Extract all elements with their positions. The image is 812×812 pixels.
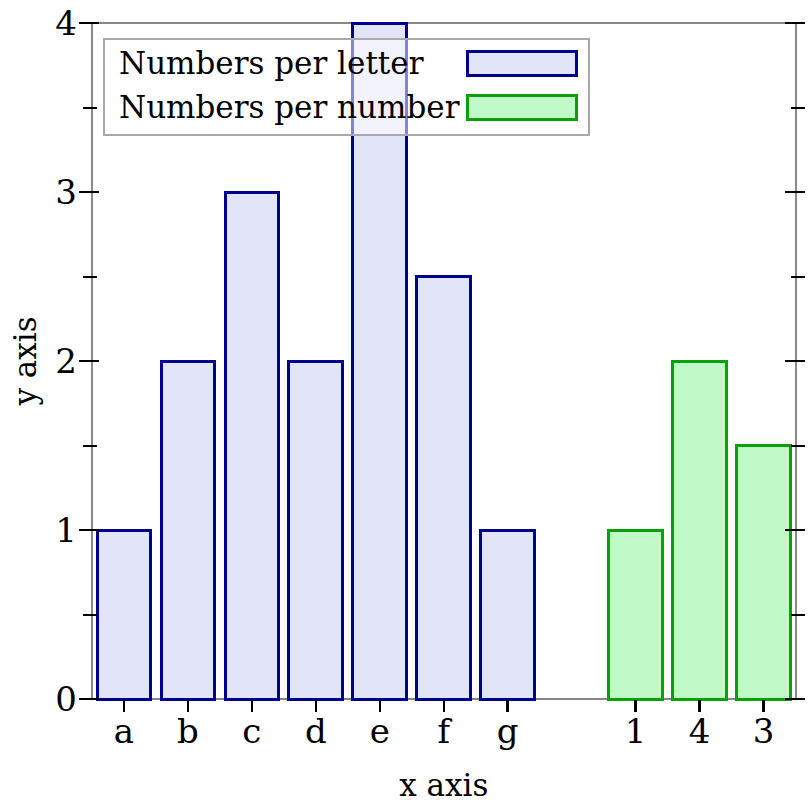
x-axis-tick	[698, 700, 701, 712]
legend-item: Numbers per letter	[119, 48, 578, 79]
y-axis-minor-tick-right	[791, 614, 805, 616]
y-tick-label: 3	[0, 174, 77, 210]
plot-frame-top	[91, 22, 797, 24]
x-axis-tick	[634, 700, 637, 712]
bar-d	[287, 360, 344, 701]
y-axis-major-tick	[79, 360, 99, 363]
y-axis-minor-tick	[83, 614, 97, 616]
y-axis-major-tick-right	[785, 698, 805, 701]
bar-b	[160, 360, 217, 701]
y-axis-minor-tick	[83, 445, 97, 447]
x-tick-label: 1	[625, 713, 647, 749]
x-tick-label: c	[242, 713, 261, 749]
x-axis-tick	[506, 700, 509, 712]
bar-4	[671, 360, 728, 701]
y-axis-major-tick-right	[785, 360, 805, 363]
x-axis-tick	[762, 700, 765, 712]
x-axis-tick	[315, 700, 318, 712]
legend-item-swatch	[466, 50, 578, 77]
y-axis-major-tick	[79, 529, 99, 532]
y-tick-label: 1	[0, 512, 77, 548]
y-axis-major-tick-right	[785, 22, 805, 25]
x-axis-title: x axis	[399, 767, 488, 803]
x-axis-tick	[187, 700, 190, 712]
y-axis-minor-tick	[83, 107, 97, 109]
legend-item-label: Numbers per letter	[119, 48, 423, 79]
bar-g	[479, 529, 536, 701]
y-axis-major-tick	[79, 22, 99, 25]
y-axis-major-tick-right	[785, 529, 805, 532]
x-tick-label: d	[305, 713, 327, 749]
x-tick-label: a	[114, 713, 134, 749]
bar-c	[224, 191, 281, 701]
bar-f	[415, 275, 472, 701]
x-tick-label: e	[370, 713, 390, 749]
x-tick-label: f	[437, 713, 450, 749]
y-axis-minor-tick-right	[791, 107, 805, 109]
y-axis-major-tick	[79, 698, 99, 701]
x-axis-tick	[443, 700, 446, 712]
y-axis-minor-tick-right	[791, 445, 805, 447]
x-tick-label: g	[497, 713, 519, 749]
y-axis-minor-tick	[83, 276, 97, 278]
legend: Numbers per letter Numbers per number	[103, 38, 590, 136]
legend-item: Numbers per number	[119, 92, 578, 123]
x-axis-tick	[123, 700, 126, 712]
bar-a	[96, 529, 153, 701]
legend-item-label: Numbers per number	[119, 92, 459, 123]
x-axis-tick	[251, 700, 254, 712]
y-axis-major-tick	[79, 191, 99, 194]
bar-chart-figure: 01234abcdefg143 Numbers per letterNumber…	[0, 0, 812, 812]
legend-item-swatch	[466, 94, 578, 121]
x-axis-tick	[379, 700, 382, 712]
y-axis-minor-tick-right	[791, 276, 805, 278]
y-axis-title: y axis	[7, 316, 43, 405]
x-tick-label: b	[177, 713, 199, 749]
x-tick-label: 4	[689, 713, 711, 749]
y-axis-major-tick-right	[785, 191, 805, 194]
bar-3	[735, 444, 792, 701]
y-tick-label: 4	[0, 5, 77, 41]
bar-1	[607, 529, 664, 701]
x-tick-label: 3	[753, 713, 775, 749]
y-tick-label: 0	[0, 681, 77, 717]
